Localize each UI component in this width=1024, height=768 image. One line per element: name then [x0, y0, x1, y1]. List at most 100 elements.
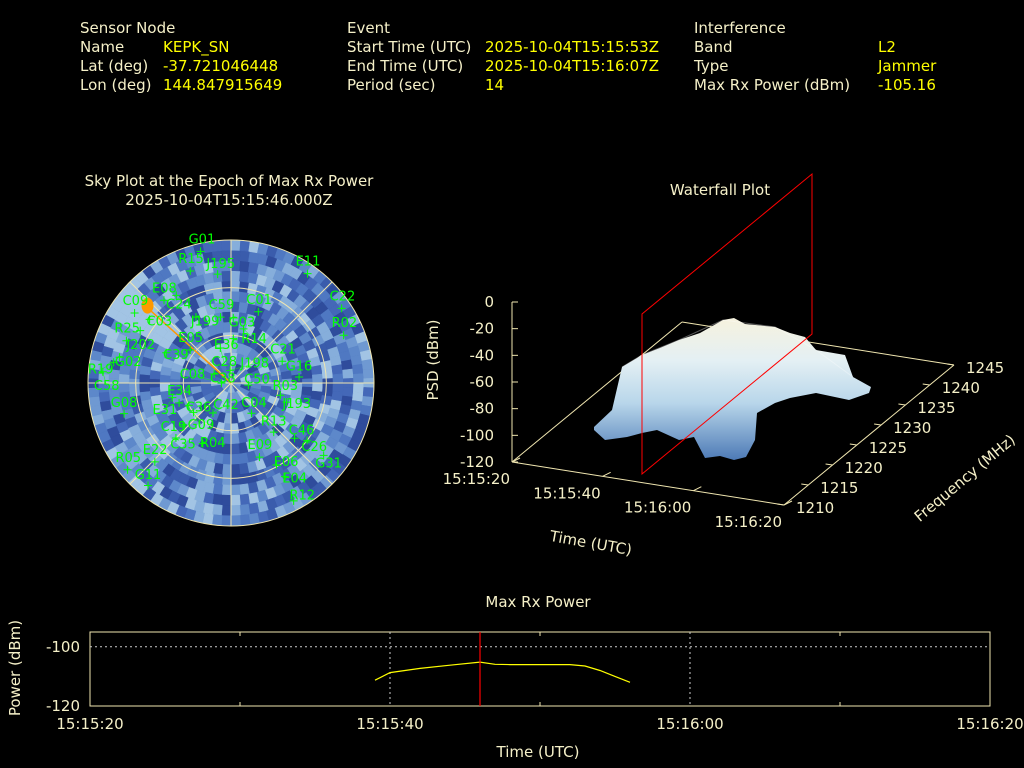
sky-heat-cell [239, 514, 251, 526]
sky-heat-cell [230, 443, 240, 455]
satellite-C42: C42 [208, 398, 239, 417]
power-plot-frame [89, 631, 991, 707]
satellite-J193: J193 [281, 397, 311, 412]
satellite-plus-icon [196, 247, 205, 256]
sky-heat-cell [332, 382, 344, 393]
sky-heat-cell [128, 369, 141, 380]
satellite-plus-icon [175, 398, 184, 407]
satellite-plus-icon [254, 307, 263, 316]
satellite-label: G16 [286, 360, 313, 375]
sky-heat-cell [230, 505, 241, 517]
power-y-tick-label: -100 [46, 638, 80, 656]
sky-heat-cell [212, 281, 224, 293]
satellite-label: G09 [188, 418, 215, 433]
satellite-label: J195 [205, 257, 235, 272]
satellite-plus-icon [150, 457, 159, 466]
power-y-tick-label: -120 [46, 697, 80, 715]
satellite-leader-line [164, 397, 173, 411]
satellite-C04: C04 [241, 396, 267, 418]
frequency-tick [874, 423, 882, 426]
satellite-R12: R12 [290, 488, 315, 505]
frequency-tick [825, 463, 833, 466]
sky-heat-cell [230, 494, 241, 506]
freq-axis-left [511, 321, 683, 463]
satellite-label: C36 [186, 401, 212, 416]
satellite-label: E04 [282, 472, 307, 487]
satellite-C19: C19 [161, 420, 188, 435]
satellite-label: R05 [116, 451, 142, 466]
sky-heat-cell [138, 382, 150, 393]
satellite-plus-icon [179, 420, 188, 429]
satellite-C38: C38 [210, 370, 236, 387]
satellite-leader-line [193, 412, 202, 426]
satellite-J198: J198 [226, 356, 269, 375]
frequency-tick [898, 403, 906, 406]
frequency-tick [776, 503, 785, 506]
sensor-lat-value: -37.721046448 [163, 57, 279, 75]
frequency-tick-label: 1230 [893, 419, 931, 437]
sky-heat-cell [248, 502, 260, 515]
satellite-E22: E22 [143, 443, 168, 466]
frequency-tick [946, 363, 955, 366]
sky-heat-cell [230, 240, 241, 251]
satellite-leader-line [212, 405, 227, 414]
satellite-C35: C35 [170, 434, 196, 453]
satellite-label: G01 [189, 232, 216, 247]
satellite-label: C01 [246, 293, 272, 308]
sky-heat-cell [239, 260, 250, 273]
sensor-name-value: KEPK_SN [163, 38, 230, 56]
satellite-plus-icon [303, 436, 312, 445]
satellite-plus-icon [189, 408, 198, 417]
sky-heat-cell [239, 483, 250, 496]
frequency-tick-label: 1210 [796, 499, 834, 517]
satellite-G03: G03 [229, 313, 255, 330]
satellite-label: C04 [241, 396, 267, 411]
sky-heat-cell [239, 250, 251, 262]
satellite-R13: R13 [261, 415, 286, 437]
satellite-plus-icon [278, 357, 287, 366]
sky-heat-cell [312, 382, 324, 393]
satellite-label: G31 [315, 457, 342, 472]
sensor-lon-label: Lon (deg) [80, 76, 152, 94]
satellite-E09: E09 [248, 438, 272, 462]
satellite-label: C24 [166, 298, 192, 313]
satellite-label: E34 [167, 384, 192, 399]
frequency-tick [801, 483, 809, 486]
satellite-J199: J199 [190, 313, 219, 330]
satellite-label: C59 [209, 298, 235, 313]
sky-heat-cell [230, 453, 241, 465]
sky-heat-cell [239, 493, 250, 506]
sky-heat-cell [321, 369, 334, 380]
satellite-label: R14 [241, 332, 267, 347]
frequency-tick-label: 1240 [942, 379, 980, 397]
sky-heat-cell [221, 494, 232, 506]
sky-heat-cell [221, 464, 232, 476]
satellite-label: E11 [296, 255, 321, 270]
satellite-plus-icon [276, 391, 285, 400]
max-rx-power-line [374, 661, 631, 683]
satellite-plus-icon [281, 472, 290, 481]
sky-heat-cell [230, 433, 240, 445]
satellite-label: E22 [143, 443, 168, 458]
satellite-plus-icon [290, 434, 299, 443]
satellite-label: C22 [330, 289, 356, 304]
sky-heat-cell [331, 364, 344, 375]
satellite-label: C35 [170, 438, 196, 453]
sky-heat-cell [221, 280, 232, 292]
satellite-plus-icon [191, 313, 200, 322]
sky-heat-cell [211, 514, 223, 526]
satellite-label: C21 [270, 342, 296, 357]
satellite-label: J198 [239, 356, 269, 371]
satellite-label: C42 [213, 398, 239, 413]
frequency-tick-label: 1235 [917, 399, 955, 417]
satellite-C03: C03 [145, 315, 172, 330]
satellite-plus-icon [216, 344, 225, 353]
sky-plot: Sky Plot at the Epoch of Max Rx Power 20… [85, 172, 375, 527]
event-end-label: End Time (UTC) [347, 57, 464, 75]
satellite-plus-icon [186, 346, 195, 355]
satellite-plus-icon [123, 465, 132, 474]
satellite-label: R25 [114, 322, 140, 337]
time-axis [511, 461, 785, 506]
sky-heat-cell [332, 373, 344, 384]
time-tick [783, 500, 793, 506]
